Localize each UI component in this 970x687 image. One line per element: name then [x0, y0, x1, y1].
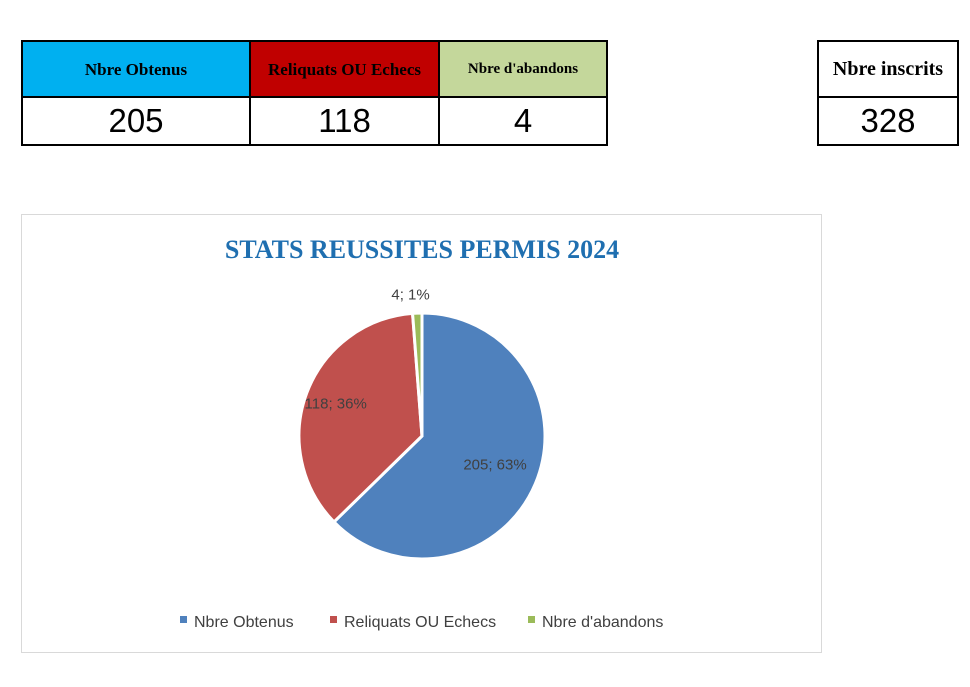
- value-obtenus: 205: [21, 96, 251, 146]
- pie-slices: [297, 311, 547, 561]
- label-reliquats: 118; 36%: [305, 395, 367, 412]
- value-inscrits: 328: [817, 96, 959, 146]
- legend-obtenus: Nbre Obtenus: [180, 614, 294, 631]
- legend-reliquats-label: Reliquats OU Echecs: [344, 614, 496, 631]
- pie-chart: STATS REUSSITES PERMIS 2024 205; 63% 118;…: [21, 214, 822, 653]
- chart-title: STATS REUSSITES PERMIS 2024: [225, 235, 619, 264]
- pie-chart-svg: STATS REUSSITES PERMIS 2024 205; 63% 118;…: [180, 235, 663, 631]
- legend-abandons-label: Nbre d'abandons: [542, 614, 663, 631]
- legend-reliquats: Reliquats OU Echecs: [330, 614, 496, 631]
- header-reliquats: Reliquats OU Echecs: [249, 40, 440, 98]
- slice-obtenus: [331, 311, 547, 561]
- label-obtenus: 205; 63%: [463, 457, 526, 474]
- legend-abandons-swatch: [528, 616, 535, 623]
- legend-obtenus-swatch: [180, 616, 187, 623]
- value-abandons: 4: [438, 96, 608, 146]
- header-abandons: Nbre d'abandons: [438, 40, 608, 98]
- legend-abandons: Nbre d'abandons: [528, 614, 663, 631]
- header-inscrits: Nbre inscrits: [817, 40, 959, 98]
- legend-reliquats-swatch: [330, 616, 337, 623]
- chart-legend: Nbre Obtenus Reliquats OU Echecs Nbre d'ab…: [180, 614, 663, 631]
- summary-table: Nbre Obtenus Reliquats OU Echecs Nbre d'…: [21, 40, 608, 146]
- slice-abandons: [410, 311, 424, 437]
- pie-data-labels: 205; 63% 118; 36% 4; 1%: [305, 287, 527, 474]
- legend-obtenus-label: Nbre Obtenus: [194, 614, 294, 631]
- value-reliquats: 118: [249, 96, 440, 146]
- total-table: Nbre inscrits 328: [817, 40, 959, 146]
- label-abandons: 4; 1%: [391, 287, 429, 304]
- slice-reliquats: [297, 311, 424, 525]
- header-obtenus: Nbre Obtenus: [21, 40, 251, 98]
